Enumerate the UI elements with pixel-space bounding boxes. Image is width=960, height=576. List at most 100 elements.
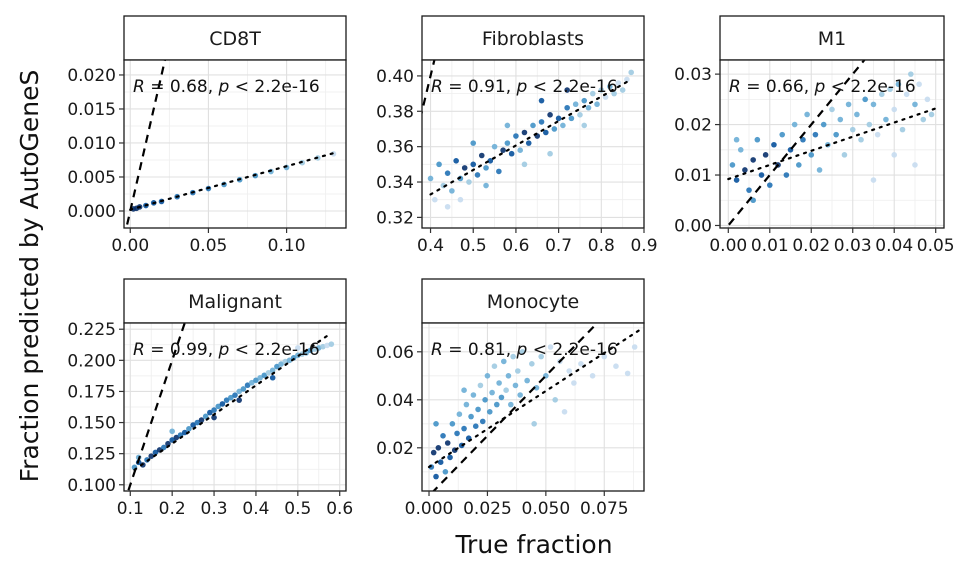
data-point — [478, 152, 485, 159]
y-tick-label: 0.40 — [376, 67, 414, 87]
data-point — [512, 382, 519, 389]
data-point — [510, 353, 516, 360]
data-point — [265, 369, 272, 376]
data-point — [820, 121, 827, 128]
data-point — [924, 96, 931, 103]
x-tick-label: 0.00 — [111, 236, 149, 256]
facet-strip — [421, 278, 645, 324]
data-point — [236, 388, 242, 395]
data-point — [228, 394, 234, 401]
data-point — [783, 172, 790, 178]
data-point — [190, 422, 196, 428]
data-point — [286, 357, 293, 364]
facet-title: Monocyte — [487, 291, 580, 313]
data-point — [525, 140, 532, 146]
data-point — [487, 158, 494, 164]
data-point — [295, 345, 301, 351]
data-point — [912, 162, 918, 168]
data-point — [530, 122, 536, 129]
data-point — [866, 121, 873, 128]
data-point — [808, 152, 815, 158]
data-point — [854, 111, 860, 118]
data-point — [566, 368, 573, 374]
y-axis-title: Fraction predicted by AutoGeneS — [15, 70, 44, 483]
facet-title: Fibroblasts — [482, 28, 584, 50]
data-point — [453, 158, 459, 164]
facet-strip — [123, 15, 347, 61]
data-point — [474, 172, 481, 178]
data-point — [543, 129, 549, 136]
data-point — [624, 370, 631, 377]
data-point — [845, 101, 852, 108]
data-point — [737, 147, 744, 153]
y-tick-label: 0.36 — [376, 138, 414, 158]
y-tick-label: 0.03 — [674, 65, 712, 85]
x-tick-label: 0.9 — [630, 236, 657, 256]
data-point — [433, 473, 439, 480]
data-point — [555, 115, 562, 122]
data-point — [456, 411, 463, 418]
data-point — [500, 358, 507, 365]
data-point — [624, 76, 630, 83]
data-point — [232, 392, 238, 398]
y-tick-label: 0.02 — [674, 116, 712, 136]
data-point — [829, 106, 835, 113]
data-point — [505, 373, 512, 379]
data-point — [461, 387, 467, 394]
data-point — [800, 136, 806, 143]
facet-panel-cd8t: CD8T R = 0.68, p < 2.2e-16 0.00 0.05 0.10 0.0… — [67, 15, 347, 256]
data-point — [521, 161, 528, 168]
data-point — [468, 413, 474, 420]
y-tick-label: 0.015 — [67, 100, 116, 120]
data-point — [524, 377, 530, 384]
data-point — [928, 111, 935, 118]
x-tick-label: 0.6 — [502, 236, 529, 256]
data-point — [211, 407, 217, 413]
data-point — [916, 81, 922, 88]
data-point — [912, 101, 918, 108]
data-point — [493, 401, 500, 408]
data-point — [461, 425, 467, 432]
facet-panel-fibroblasts: Fibroblasts R = 0.91, p < 2.2e-16 0.4 0.5 0.… — [376, 15, 658, 256]
x-tick-label: 0.4 — [242, 499, 269, 519]
data-point — [160, 444, 167, 451]
data-point — [477, 382, 484, 389]
data-point — [274, 363, 280, 370]
x-tick-label: 0.3 — [201, 499, 228, 519]
data-point — [791, 121, 798, 128]
facet-title: CD8T — [209, 28, 261, 50]
facet-title: Malignant — [188, 291, 282, 313]
data-point — [169, 428, 175, 435]
x-tick-label: 0.6 — [326, 499, 353, 519]
data-point — [891, 106, 898, 113]
data-point — [571, 380, 577, 386]
data-point — [899, 126, 906, 133]
data-point — [519, 349, 526, 355]
correlation-annotation: R = 0.66, p < 2.2e-16 — [729, 77, 916, 97]
x-tick-label: 0.5 — [284, 499, 311, 519]
data-point — [486, 409, 493, 415]
data-point — [449, 188, 455, 194]
facet-panel-malignant: Malignant R = 0.99, p < 2.2e-16 0.1 0.2 0.3 0… — [67, 278, 353, 519]
data-point — [449, 421, 456, 427]
data-point — [796, 162, 802, 168]
data-point — [733, 136, 740, 143]
regression-line — [429, 78, 633, 196]
data-point — [598, 87, 605, 93]
data-point — [611, 90, 617, 97]
data-point — [908, 71, 914, 77]
y-tick-label: 0.02 — [376, 439, 414, 459]
x-tick-label: 0.5 — [460, 236, 487, 256]
data-point — [215, 403, 222, 410]
data-point — [812, 131, 819, 138]
data-point — [538, 353, 544, 360]
plot-content — [422, 323, 644, 491]
data-point — [762, 152, 769, 158]
data-point — [223, 397, 230, 403]
plot-area — [422, 323, 644, 491]
data-point — [903, 91, 910, 98]
x-tick-label: 0.000 — [405, 499, 454, 519]
data-point — [457, 196, 464, 203]
y-tick-label: 0.100 — [67, 476, 116, 496]
